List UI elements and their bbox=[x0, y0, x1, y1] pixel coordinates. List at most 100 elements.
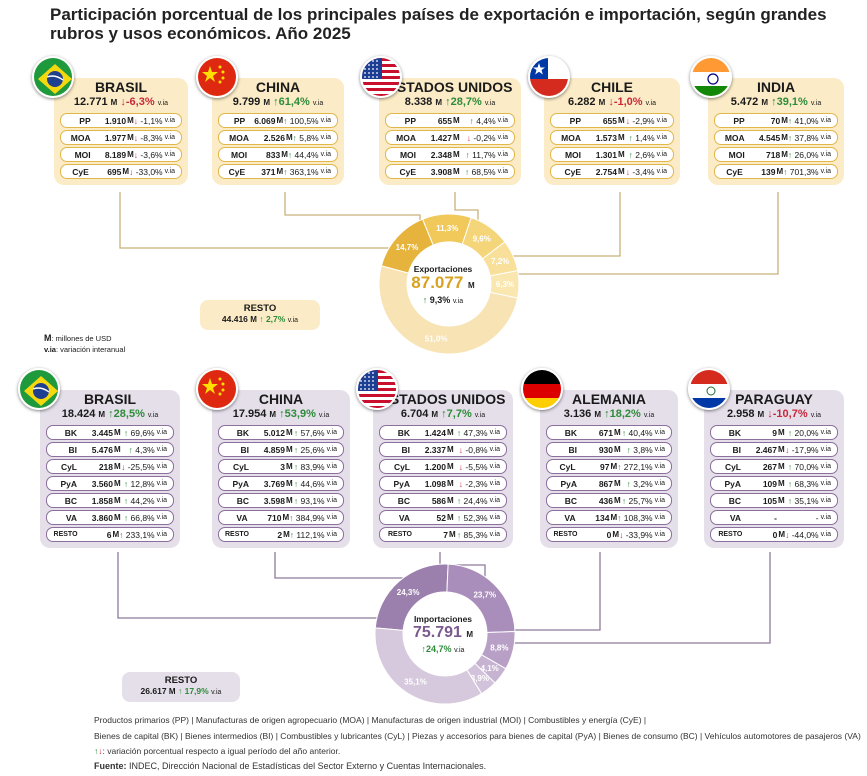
row-variation: - bbox=[815, 512, 819, 523]
source-text: INDEC, Dirección Nacional de Estadística… bbox=[129, 761, 487, 771]
row-variation: ↓ -3,4% bbox=[625, 166, 655, 177]
usa-flag-icon bbox=[360, 56, 402, 98]
row-variation: ↑ 272,1% bbox=[617, 461, 653, 472]
row-value: 655 bbox=[602, 115, 617, 126]
up-arrow-icon: ↑ bbox=[456, 529, 462, 540]
up-arrow-icon: ↑ bbox=[787, 427, 793, 438]
row-variation: ↑ 3,2% bbox=[626, 478, 653, 489]
down-arrow-icon: ↓ bbox=[121, 461, 126, 472]
exports-slice-label: 51,0% bbox=[425, 334, 448, 343]
up-arrow-icon: ↑ bbox=[787, 478, 793, 489]
row-value: 3.598 bbox=[263, 495, 285, 506]
exports-center-var: 9,3% bbox=[429, 295, 451, 305]
imports-center-label: Importaciones bbox=[413, 614, 473, 624]
category-row: BC 105 M ↑ 35,1% v.ia bbox=[710, 493, 838, 508]
row-value: - bbox=[774, 512, 777, 523]
page-title: Participación porcentual de los principa… bbox=[50, 5, 827, 43]
row-variation: ↓ -33,9% bbox=[619, 529, 653, 540]
category-row: MOI 718 M ↑ 26,0% v.ia bbox=[714, 147, 838, 162]
imports-slice-label: 35,1% bbox=[404, 678, 427, 687]
imports-resto-label: RESTO bbox=[164, 675, 198, 686]
category-row: CyL 3 M ↑ 83,9% v.ia bbox=[218, 459, 344, 474]
up-arrow-icon: ↑ bbox=[273, 96, 279, 108]
row-category: PP bbox=[404, 115, 416, 126]
category-row: VA 52 M ↑ 52,3% v.ia bbox=[379, 510, 507, 525]
row-variation: ↑ 2,6% bbox=[628, 149, 655, 160]
category-row: BC 586 M ↑ 24,4% v.ia bbox=[379, 493, 507, 508]
row-variation: ↑ 24,4% bbox=[456, 495, 488, 506]
category-row: PP 6.069 M ↑ 100,5% v.ia bbox=[218, 113, 338, 128]
imports-slice-resto bbox=[374, 627, 483, 705]
row-category: CyE bbox=[726, 166, 743, 177]
imports-slice-label: 3,9% bbox=[471, 674, 489, 683]
category-row: VA 3.860 M ↑ 66,8% v.ia bbox=[46, 510, 174, 525]
legend-line-3: ↑↓: variación porcentual respecto a igua… bbox=[94, 746, 340, 756]
row-category: VA bbox=[65, 512, 77, 523]
down-arrow-icon: ↓ bbox=[619, 529, 624, 540]
category-row: CyE 371 M ↑ 363,1% v.ia bbox=[218, 164, 338, 179]
up-arrow-icon: ↑ bbox=[123, 478, 129, 489]
row-category: MOI bbox=[564, 149, 581, 160]
up-arrow-icon: ↑ bbox=[787, 115, 793, 126]
source-line: Fuente: INDEC, Dirección Nacional de Est… bbox=[94, 761, 486, 771]
row-category: MOA bbox=[70, 132, 91, 143]
exports-slice-label: 14,7% bbox=[396, 243, 419, 252]
down-arrow-icon: ↓ bbox=[133, 149, 139, 160]
usa-flag-icon bbox=[356, 368, 398, 410]
category-row: CyL 97 M ↑ 272,1% v.ia bbox=[546, 459, 672, 474]
exports-country-card: CHILE 6.282 M ↓-1,0% v.ia PP 655 M ↓ -2,9% v.i… bbox=[544, 78, 680, 185]
exports-slice-label: 9,6% bbox=[473, 235, 491, 244]
exports-country-card: ESTADOS UNIDOS 8.338 M ↑28,7% v.ia PP 655 M ↑… bbox=[379, 78, 521, 185]
category-row: RESTO 0 M ↓ -33,9% v.ia bbox=[546, 527, 672, 542]
row-variation: ↓ -2,9% bbox=[625, 115, 655, 126]
country-total: 8.338 M ↑28,7% v.ia bbox=[404, 96, 496, 108]
china-flag-icon bbox=[196, 368, 238, 410]
country-total: 2.958 M ↓-10,7% v.ia bbox=[726, 408, 822, 420]
chile-flag-icon bbox=[528, 56, 570, 98]
category-row: MOA 4.545 M ↑ 37,8% v.ia bbox=[714, 130, 838, 145]
row-variation: ↑ 44,2% bbox=[123, 495, 155, 506]
country-total: 5.472 M ↑39,1% v.ia bbox=[730, 96, 822, 108]
row-value: 9 bbox=[772, 427, 777, 438]
up-arrow-icon: ↑ bbox=[628, 149, 633, 160]
category-row: BK 1.424 M ↑ 47,3% v.ia bbox=[379, 425, 507, 440]
exports-resto-label: RESTO bbox=[243, 303, 277, 314]
up-arrow-icon: ↑ bbox=[293, 495, 299, 506]
row-variation: ↑ 1,4% bbox=[628, 132, 655, 143]
country-total: 6.282 M ↓-1,0% v.ia bbox=[567, 96, 656, 108]
category-row: BK 3.445 M ↑ 69,6% v.ia bbox=[46, 425, 174, 440]
units-m-desc: : millones de USD bbox=[51, 334, 112, 343]
category-row: CyE 3.908 M ↑ 68,5% v.ia bbox=[385, 164, 515, 179]
row-value: 695 bbox=[107, 166, 122, 177]
row-category: BK bbox=[64, 427, 77, 438]
down-arrow-icon: ↓ bbox=[458, 461, 464, 472]
up-arrow-icon: ↑ bbox=[465, 149, 470, 160]
row-variation: ↑ 52,3% bbox=[456, 512, 488, 523]
category-row: RESTO 6 M ↑ 233,1% v.ia bbox=[46, 527, 174, 542]
row-category: BI bbox=[401, 444, 411, 455]
country-name: BRASIL bbox=[94, 79, 148, 95]
imports-country-card: BRASIL 18.424 M ↑28,5% v.ia BK 3.445 M ↑ 69,6… bbox=[40, 390, 180, 548]
row-variation: ↑ 68,3% bbox=[787, 478, 819, 489]
row-value: 0 bbox=[772, 529, 778, 540]
row-value: 267 bbox=[762, 461, 777, 472]
up-arrow-icon: ↑ bbox=[464, 166, 470, 177]
row-variation: ↑ 20,0% bbox=[787, 427, 819, 438]
row-value: 586 bbox=[431, 495, 446, 506]
india-flag-icon bbox=[690, 56, 732, 98]
country-name: CHINA bbox=[255, 79, 301, 95]
row-variation: ↓ -5,5% bbox=[458, 461, 488, 472]
row-category: BK bbox=[564, 427, 577, 438]
row-variation: ↑ 4,3% bbox=[128, 444, 155, 455]
category-row: PyA 109 M ↑ 68,3% v.ia bbox=[710, 476, 838, 491]
exports-slice-resto bbox=[378, 265, 519, 355]
row-value: 3.908 bbox=[430, 166, 452, 177]
row-value: 1.200 bbox=[424, 461, 446, 472]
row-variation: ↑ 83,9% bbox=[293, 461, 325, 472]
legend-line-2: Bienes de capital (BK) | Bienes intermed… bbox=[94, 731, 861, 741]
category-row: MOA 1.573 M ↑ 1,4% v.ia bbox=[550, 130, 674, 145]
down-arrow-icon: ↓ bbox=[625, 115, 631, 126]
row-value: 6 bbox=[106, 529, 112, 540]
row-value: 671 bbox=[598, 427, 613, 438]
category-row: BC 436 M ↑ 25,7% v.ia bbox=[546, 493, 672, 508]
